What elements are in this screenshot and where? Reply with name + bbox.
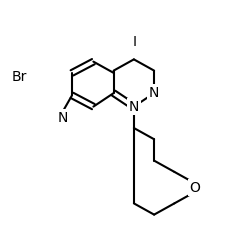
Text: Br: Br (11, 70, 27, 84)
Text: O: O (189, 181, 200, 195)
Text: N: N (58, 111, 68, 125)
Text: N: N (149, 86, 159, 100)
Text: N: N (129, 100, 139, 114)
Text: I: I (133, 35, 137, 49)
